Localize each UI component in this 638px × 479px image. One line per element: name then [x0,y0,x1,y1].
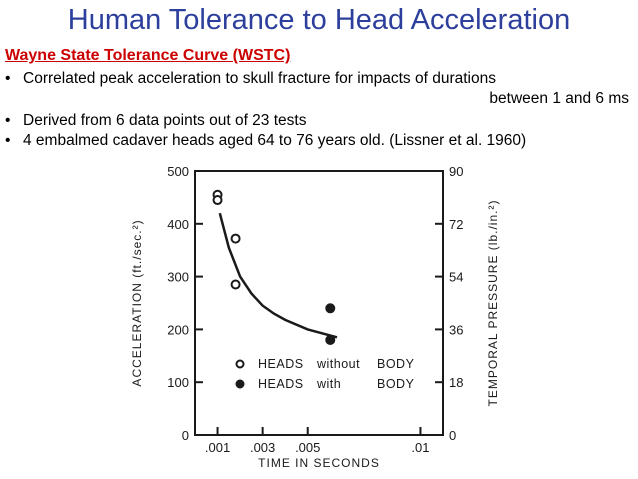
bullet-text: Derived from 6 data points out of 23 tes… [23,112,307,129]
legend-label: HEADS [258,357,304,371]
y-tick-label: 0 [182,428,189,443]
bullet-item: • 4 embalmed cadaver heads aged 64 to 76… [5,131,633,151]
bullet-dot: • [5,132,11,149]
y-tick-label: 200 [167,322,189,337]
bullet-list: • Correlated peak acceleration to skull … [5,69,633,151]
legend-marker-open [235,359,245,369]
scan-background [108,155,520,479]
y2-axis-label: TEMPORAL PRESSURE (lb./in.²) [486,200,500,407]
y-tick-label: 500 [167,164,189,179]
bullet-text: 4 embalmed cadaver heads aged 64 to 76 y… [23,132,527,149]
y-tick-label: 300 [167,270,189,285]
legend-label: BODY [377,377,415,391]
y2-tick-label: 72 [449,217,463,232]
slide-subtitle: Wayne State Tolerance Curve (WSTC) [5,47,291,64]
x-axis-label: TIME IN SECONDS [258,456,380,470]
data-point-without-body [230,233,241,244]
y-axis-label: ACCELERATION (ft./sec.²) [130,219,144,386]
x-tick-label: .005 [295,440,320,455]
legend-label: with [316,377,341,391]
legend-label: BODY [377,357,415,371]
slide-title: Human Tolerance to Head Acceleration [67,4,571,36]
legend-label: HEADS [258,377,304,391]
x-tick-label: .001 [205,440,230,455]
bullet-text-continuation: between 1 and 6 ms [489,90,629,107]
y2-tick-label: 90 [449,164,463,179]
y2-tick-label: 36 [449,322,463,337]
y2-tick-label: 0 [449,428,456,443]
bullet-dot: • [5,70,11,87]
legend-label: without [316,357,360,371]
x-tick-label: .01 [411,440,429,455]
plot-frame [194,170,444,436]
bullet-item: • Correlated peak acceleration to skull … [5,69,633,109]
y-tick-label: 400 [167,217,189,232]
data-point-without-body [212,195,223,206]
bullet-dot: • [5,112,11,129]
data-point-with-body [325,334,336,345]
y2-tick-label: 18 [449,375,463,390]
data-point-without-body [230,279,241,290]
bullet-item: • Derived from 6 data points out of 23 t… [5,111,633,131]
legend-marker-filled [235,379,245,389]
bullet-text: Correlated peak acceleration to skull fr… [23,70,496,87]
chart-svg: 0 100 200 300 400 500 0 18 36 54 72 90 .001 .003 .005.… [108,155,520,479]
data-point-with-body [325,303,336,314]
y2-tick-label: 54 [449,270,463,285]
fit-curve [218,212,338,339]
x-tick-label: .003 [250,440,275,455]
y-tick-label: 100 [167,375,189,390]
wstc-chart: 0 100 200 300 400 500 0 18 36 54 72 90 .001 .003 .005.… [108,155,520,479]
